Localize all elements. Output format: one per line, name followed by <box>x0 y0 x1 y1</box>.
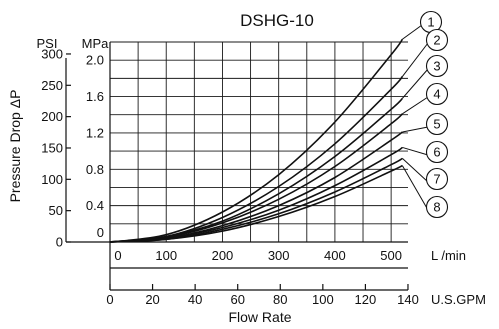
mpa-tick-label: 1.6 <box>86 89 104 104</box>
y-axis-title: Pressure Drop ΔP <box>7 90 23 203</box>
curve-badge-label: 6 <box>433 145 440 160</box>
curve-badge-label: 3 <box>433 59 440 74</box>
psi-tick-labels: 0 50 100 150 200 250 300 <box>41 46 71 250</box>
grid-layer <box>110 41 408 242</box>
mpa-tick-labels: 0 0.4 0.8 1.2 1.6 2.0 <box>86 53 104 240</box>
chart-title: DSHG-10 <box>240 11 314 30</box>
lpm-tick-label: 100 <box>155 248 177 263</box>
psi-tick-label: 200 <box>41 109 63 124</box>
curve-badge-label: 4 <box>433 87 440 102</box>
gpm-tick-label: 120 <box>355 292 377 307</box>
badge-circle <box>425 82 449 106</box>
badge-leader <box>401 165 429 211</box>
psi-tick-label: 300 <box>41 46 63 61</box>
badge-leader <box>402 146 429 156</box>
axis-layer <box>65 42 408 291</box>
x-unit-gpm: U.S.GPM <box>431 292 486 307</box>
mpa-tick-label: 1.2 <box>86 125 104 140</box>
gpm-tick-label: 40 <box>188 292 202 307</box>
y-unit-mpa: MPa <box>82 36 110 51</box>
curve-4 <box>109 113 403 243</box>
badge-leader <box>402 157 429 183</box>
mpa-tick-label: 2.0 <box>86 53 104 68</box>
mpa-tick-label: 0.4 <box>86 198 104 213</box>
badge-leader <box>402 24 423 40</box>
lpm-tick-labels: 0 100 200 300 400 500 <box>114 248 402 263</box>
gpm-tick-label: 20 <box>145 292 159 307</box>
badge-leader <box>402 96 429 115</box>
psi-tick-label: 250 <box>41 78 63 93</box>
gpm-tick-label: 140 <box>397 292 419 307</box>
curve-badge-label: 1 <box>427 15 434 30</box>
badge-circle <box>425 140 449 164</box>
lpm-tick-label: 200 <box>212 248 234 263</box>
lpm-tick-label: 400 <box>324 248 346 263</box>
curve-badge-label: 7 <box>433 172 440 187</box>
psi-tick-label: 0 <box>56 235 63 250</box>
psi-tick-label: 100 <box>41 172 63 187</box>
curve-badge-label: 2 <box>433 33 440 48</box>
gpm-tick-label: 100 <box>312 292 334 307</box>
badge-circle <box>425 167 449 191</box>
curve-1 <box>109 38 404 243</box>
badge-circle <box>425 28 449 52</box>
gpm-tick-label: 80 <box>273 292 287 307</box>
badge-leader <box>401 42 429 77</box>
lpm-tick-label: 300 <box>268 248 290 263</box>
badge-leader <box>402 68 429 99</box>
psi-tick-label: 50 <box>49 203 63 218</box>
y-unit-psi: PSI <box>37 36 58 51</box>
curve-layer <box>109 38 404 243</box>
gpm-tick-labels: 0 20 40 60 80 100 120 140 <box>106 284 419 307</box>
curve-3 <box>109 97 403 243</box>
mpa-tick-label: 0 <box>97 225 104 240</box>
curve-8 <box>109 164 403 243</box>
mpa-tick-label: 0.8 <box>86 162 104 177</box>
gpm-tick-label: 60 <box>230 292 244 307</box>
badge-leader <box>402 126 429 133</box>
curve-badge-label: 5 <box>433 117 440 132</box>
lpm-tick-label: 0 <box>114 248 121 263</box>
x-axis-title: Flow Rate <box>228 309 291 325</box>
gpm-tick-label: 0 <box>106 292 113 307</box>
curve-badge-label: 8 <box>433 200 440 215</box>
badge-circle <box>425 195 449 219</box>
curve-6 <box>109 146 403 243</box>
lpm-tick-label: 500 <box>380 248 402 263</box>
badge-circle <box>425 112 449 136</box>
x-unit-lpm: L /min <box>431 248 466 263</box>
psi-tick-label: 150 <box>41 140 63 155</box>
badge-circle <box>425 54 449 78</box>
curve-badges: 1 2 3 4 5 6 7 8 <box>401 10 449 219</box>
